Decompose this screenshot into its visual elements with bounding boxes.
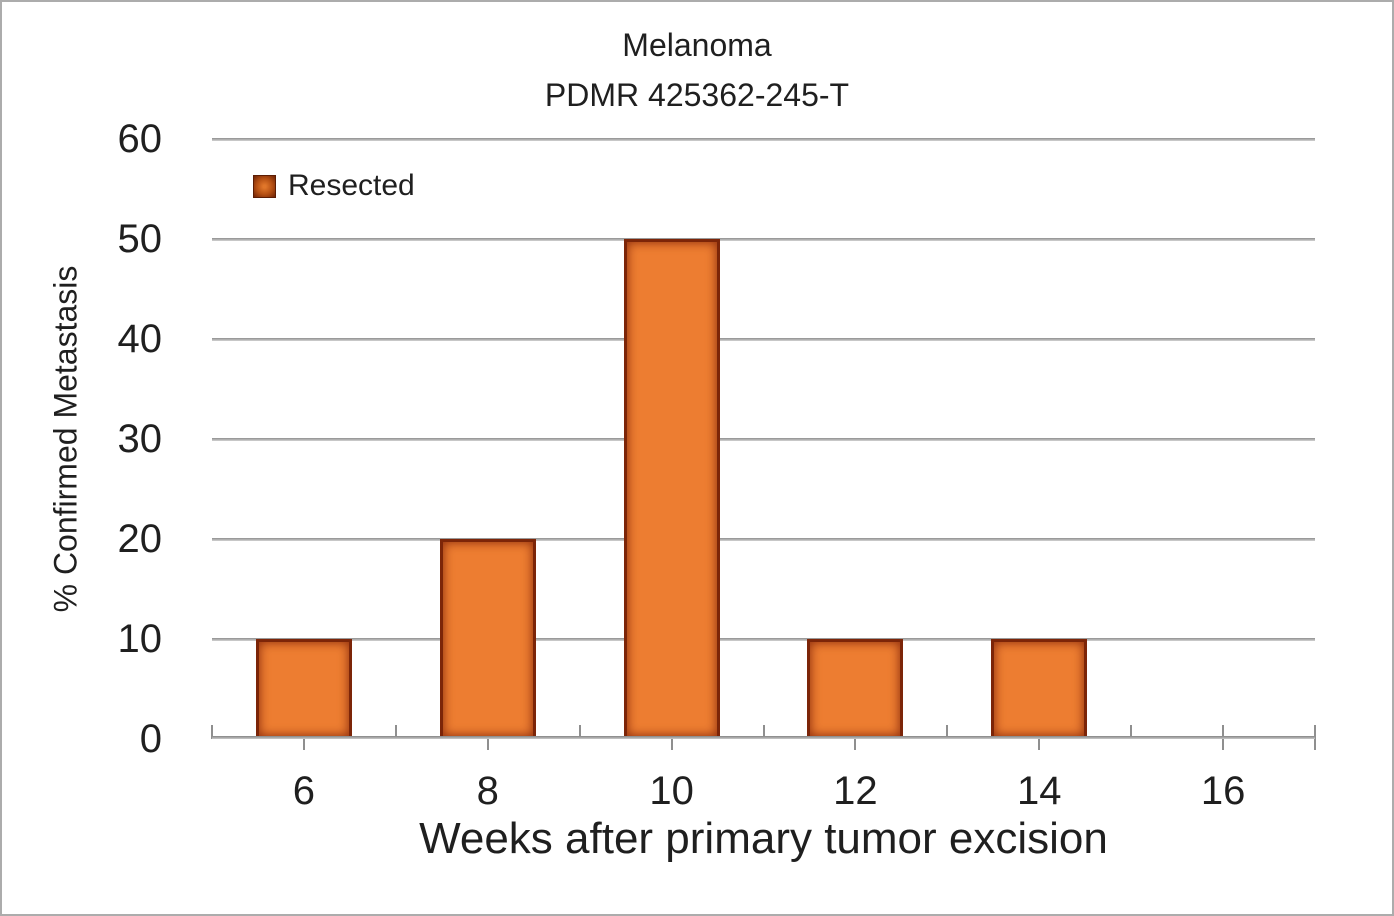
x-axis-line	[212, 736, 1315, 739]
y-tick-label-0: 0	[139, 717, 162, 761]
bar-week-8	[439, 539, 536, 739]
x-tick-label-12: 12	[833, 769, 878, 813]
y-tick-label-60: 60	[117, 117, 163, 161]
chart-title: Melanoma PDMR 425362-245-T	[2, 20, 1392, 120]
gridline-y-40	[212, 337, 1315, 341]
y-tick-label-30: 30	[117, 417, 163, 461]
bar-week-6	[255, 639, 352, 739]
gridline-y-50	[212, 237, 1315, 241]
y-tick-label-10: 10	[117, 617, 163, 661]
legend: Resected	[253, 171, 415, 201]
x-axis-tick-boundary-6	[1314, 725, 1316, 750]
x-tick-label-6: 6	[292, 769, 316, 813]
gridline-y-20	[212, 537, 1315, 541]
x-axis-title: Weeks after primary tumor excision	[419, 814, 1108, 863]
gridline-y-10	[212, 637, 1315, 641]
y-tick-label-50: 50	[117, 217, 163, 261]
x-tick-label-8: 8	[476, 769, 499, 813]
legend-label: Resected	[288, 169, 415, 202]
gridline-y-30	[212, 437, 1315, 441]
y-tick-label-20: 20	[117, 517, 163, 561]
bar-week-10	[623, 239, 720, 739]
bar-week-12	[807, 639, 904, 739]
plot-area	[211, 137, 1316, 750]
x-axis-tick-boundary-5	[1130, 725, 1133, 739]
chart-title-line-2: PDMR 425362-245-T	[544, 77, 850, 113]
x-axis-tick-boundary-1	[394, 725, 397, 739]
x-tick-label-14: 14	[1017, 769, 1062, 813]
legend-swatch-resected	[253, 174, 276, 198]
bar-week-14	[991, 639, 1088, 739]
x-axis-tick-boundary-4	[946, 725, 949, 739]
gridline-y-60	[212, 137, 1315, 141]
x-axis-tick-boundary-2	[578, 725, 581, 739]
y-tick-label-40: 40	[117, 317, 163, 361]
x-axis-tick-boundary-3	[762, 725, 765, 739]
x-tick-label-10: 10	[649, 769, 694, 813]
x-axis-tick-boundary-0	[211, 725, 213, 739]
x-tick-label-16: 16	[1200, 769, 1246, 813]
chart-title-line-1: Melanoma	[622, 27, 772, 63]
